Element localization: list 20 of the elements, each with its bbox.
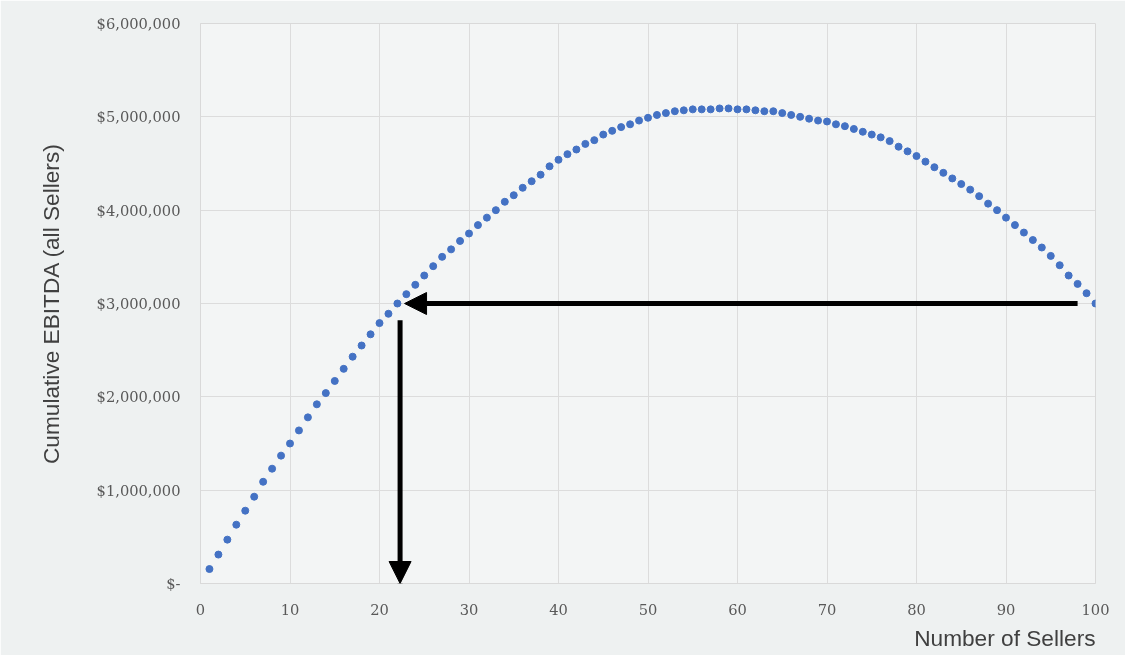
x-tick-label: 10 <box>280 600 300 618</box>
y-tick-label: $5,000,000 <box>96 108 181 126</box>
x-tick-label: 60 <box>728 600 747 618</box>
y-tick-label: $1,000,000 <box>96 481 181 499</box>
x-tick-label: 20 <box>370 600 389 618</box>
x-tick-label: 30 <box>459 600 479 618</box>
x-tick-label: 50 <box>638 600 658 618</box>
y-tick-label: $2,000,000 <box>96 388 181 406</box>
y-axis-title: Cumulative EBITDA (all Sellers) <box>37 144 64 465</box>
x-tick-label: 100 <box>1081 600 1110 618</box>
y-tick-label: $- <box>166 575 181 592</box>
y-tick-label: $4,000,000 <box>96 201 181 219</box>
y-tick-label: $3,000,000 <box>96 295 181 312</box>
x-tick-label: 90 <box>996 600 1016 618</box>
x-tick-label: 70 <box>817 600 837 618</box>
x-tick-label: 40 <box>549 600 568 618</box>
x-tick-label: 0 <box>195 600 206 618</box>
x-axis-title: Number of Sellers <box>914 624 1096 651</box>
x-tick-label: 80 <box>907 600 926 618</box>
y-tick-label: $6,000,000 <box>96 15 181 32</box>
